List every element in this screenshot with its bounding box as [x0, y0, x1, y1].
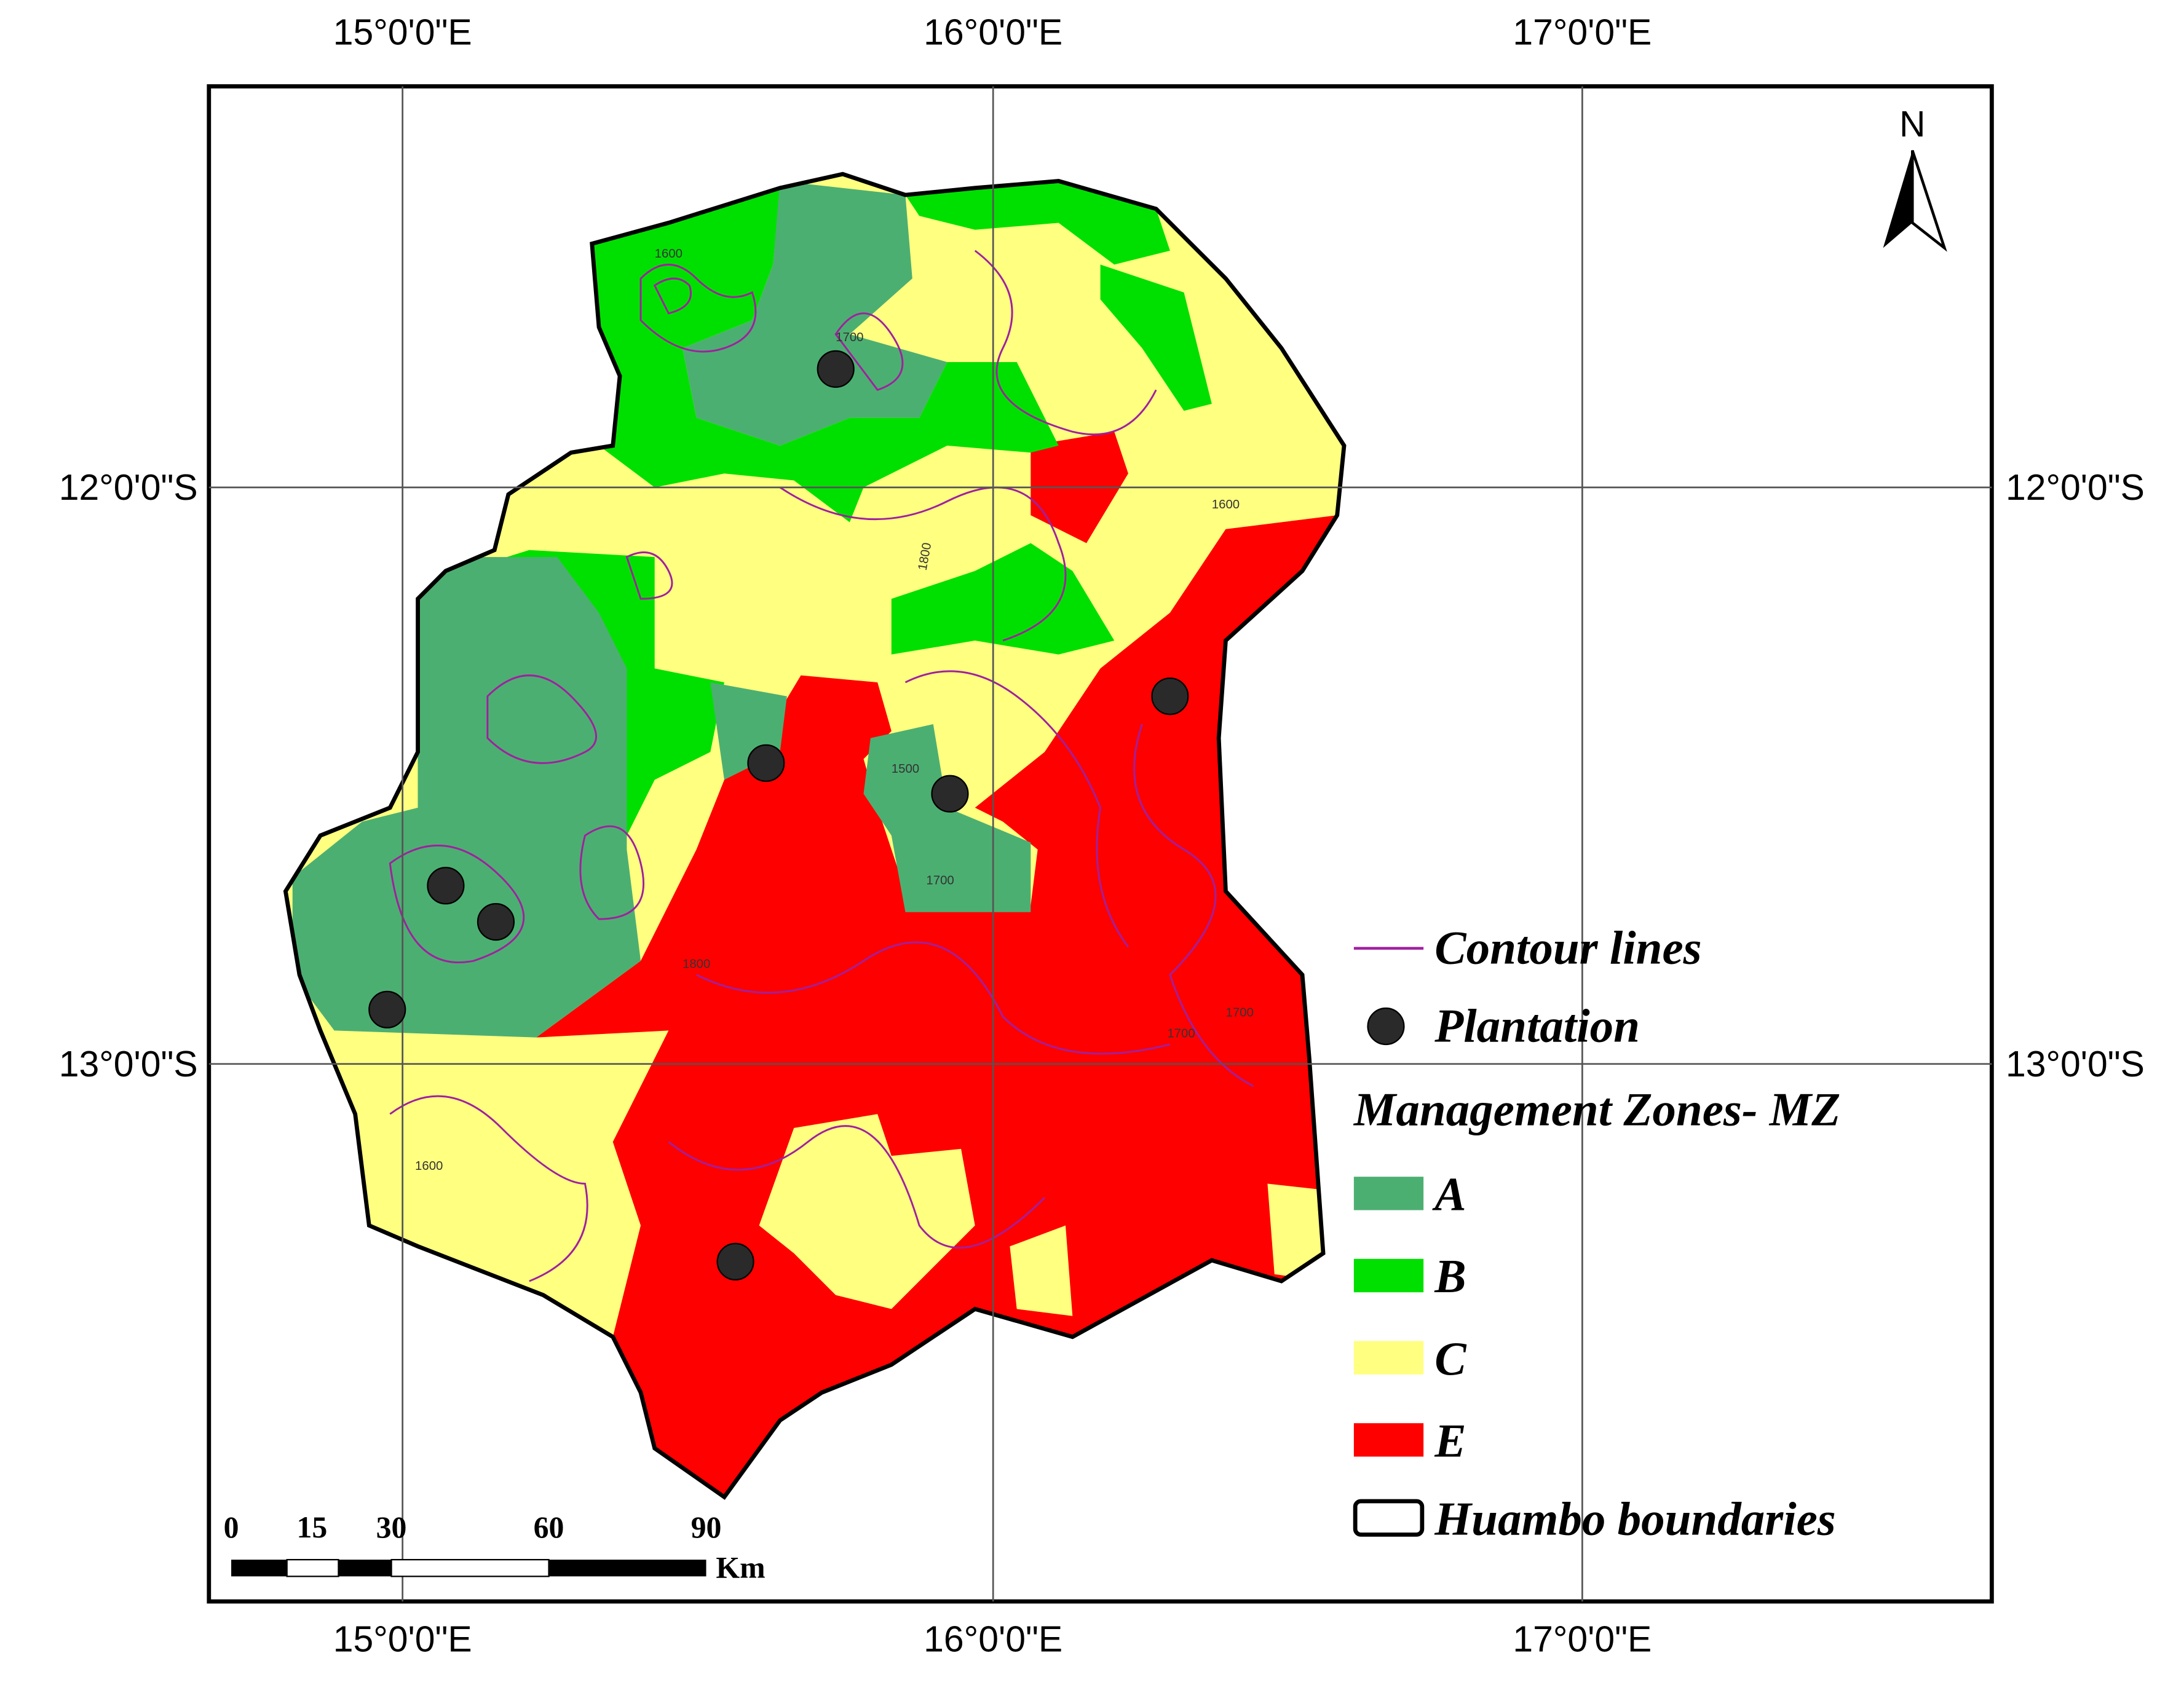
plantations [368, 350, 1189, 1281]
legend-plantation-swatch [1367, 1007, 1405, 1046]
scale-label: 90 [691, 1510, 722, 1544]
plantation [477, 903, 515, 941]
legend-zone-swatch [1353, 1423, 1424, 1457]
plantation [817, 350, 855, 388]
lat-label: 13°0'0"S [59, 1044, 198, 1084]
scale-label: 60 [534, 1510, 564, 1544]
legend-zone-label: A [1432, 1168, 1466, 1221]
lon-label: 15°0'0"E [333, 1620, 472, 1660]
lat-label: 12°0'0"S [2006, 468, 2145, 508]
contour-label: 1600 [655, 247, 682, 261]
north-arrow: N [1883, 105, 1947, 252]
contour-labels: 1600 1700 1800 1500 1700 1600 1800 1700 … [415, 247, 1254, 1173]
lon-label: 16°0'0"E [924, 12, 1062, 52]
contour-label: 1700 [836, 331, 863, 344]
plantation [931, 775, 969, 813]
zone-c [1010, 1225, 1073, 1316]
plantation [427, 867, 465, 905]
north-arrow-right [1910, 149, 1947, 252]
legend-zone-label: C [1434, 1332, 1467, 1385]
scale-unit: Km [716, 1551, 765, 1585]
scale-segment [286, 1558, 339, 1577]
zone-b [592, 187, 1059, 523]
zone-a [292, 557, 641, 1038]
plantation [747, 744, 785, 782]
legend-boundary-swatch [1353, 1499, 1425, 1537]
zone-b [1100, 264, 1212, 411]
scale-segment [338, 1560, 392, 1577]
graticule [208, 86, 1992, 1602]
legend: Contour lines Plantation Management Zone… [1353, 921, 1840, 1545]
legend-zone-swatch [1353, 1258, 1424, 1293]
zone-b [905, 181, 1170, 265]
contour-label: 1600 [1212, 498, 1240, 511]
lon-label: 16°0'0"E [924, 1620, 1062, 1660]
contour-label: 1700 [926, 874, 954, 887]
legend-zone-label: B [1434, 1250, 1466, 1303]
legend-contour: Contour lines [1434, 921, 1701, 974]
north-arrow-left [1883, 150, 1913, 248]
scale-segment [231, 1560, 287, 1577]
plantation [1151, 677, 1189, 716]
north-label: N [1899, 105, 1926, 144]
scale-bar: 0 15 30 60 90 Km [224, 1510, 766, 1585]
contour-label: 1700 [1225, 1006, 1253, 1020]
zone-a [863, 724, 1031, 912]
contour-label: 1700 [1167, 1027, 1195, 1041]
scale-label: 30 [376, 1510, 407, 1544]
zone-b [891, 543, 1115, 655]
plantation [716, 1242, 754, 1281]
legend-plantation: Plantation [1434, 999, 1640, 1052]
zone-a [682, 181, 948, 446]
lat-label: 13°0'0"S [2006, 1044, 2145, 1084]
contour-label: 1500 [892, 762, 919, 776]
contour-lines [389, 250, 1254, 1282]
zone-c [759, 1114, 975, 1309]
scale-label: 15 [297, 1510, 328, 1544]
lat-label: 12°0'0"S [59, 468, 198, 508]
plantation [368, 990, 406, 1028]
lon-label: 15°0'0"E [333, 12, 472, 52]
legend-boundary: Huambo boundaries [1434, 1492, 1836, 1545]
legend-zone-swatch [1353, 1341, 1424, 1375]
legend-zone-label: E [1434, 1414, 1466, 1467]
contour-label: 1600 [415, 1159, 443, 1173]
lon-label: 17°0'0"E [1513, 1620, 1652, 1660]
contour-label: 1800 [682, 957, 710, 971]
scale-segment [548, 1560, 706, 1577]
legend-zone-swatch [1353, 1177, 1424, 1210]
huambo-boundary [283, 172, 1347, 1500]
legend-zones-title: Management Zones- MZ [1353, 1083, 1840, 1135]
scale-segment [390, 1558, 550, 1577]
scale-label: 0 [224, 1510, 239, 1544]
lon-label: 17°0'0"E [1513, 12, 1652, 52]
lon-labels: 15°0'0"E 16°0'0"E 17°0'0"E 15°0'0"E 16°0… [59, 12, 2145, 1659]
